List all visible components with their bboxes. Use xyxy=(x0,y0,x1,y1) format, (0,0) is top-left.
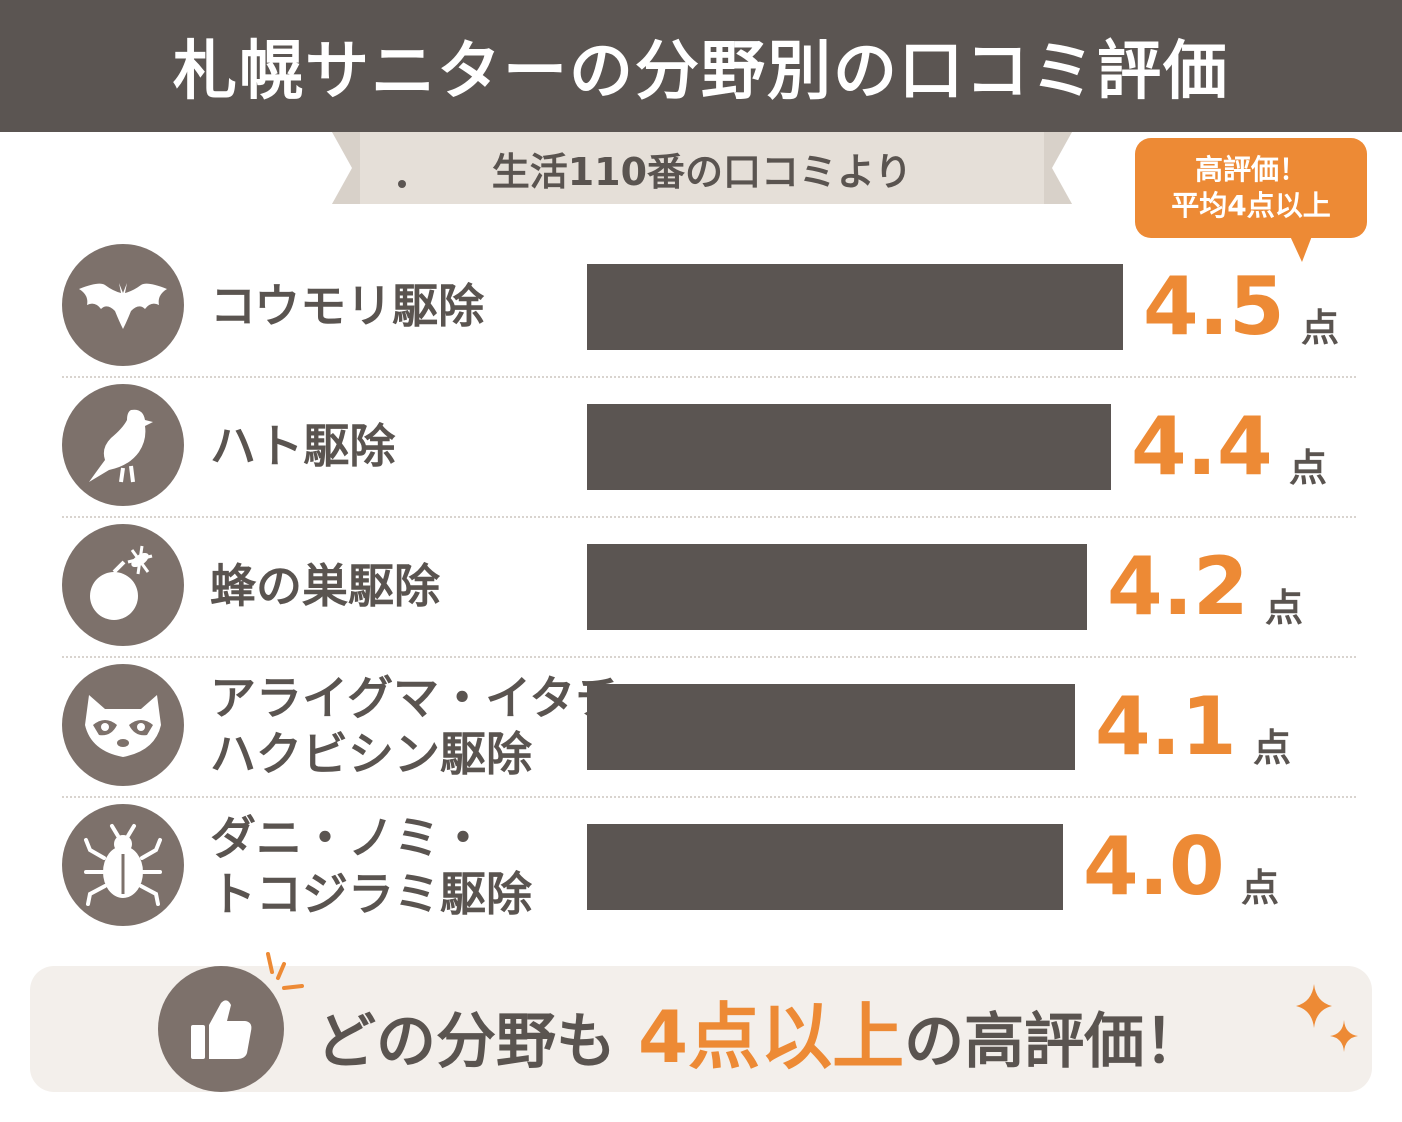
category-label-line: ハト駆除 xyxy=(210,419,396,473)
bar xyxy=(587,824,1063,910)
value-label: 4.4 xyxy=(1131,400,1273,493)
category-label: コウモリ駆除 xyxy=(210,278,484,334)
unit-label: 点 xyxy=(1301,306,1340,350)
value-label: 4.2 xyxy=(1107,540,1249,633)
bar xyxy=(587,264,1123,350)
pigeon-icon xyxy=(62,384,184,506)
category-label: ハト駆除 xyxy=(210,418,395,474)
chart-row: 蜂の巣駆除 4.2 点 xyxy=(0,516,1402,656)
sparkle-lines-icon xyxy=(266,952,304,990)
tick-icon xyxy=(62,804,184,926)
subtitle: 生活110番の口コミより xyxy=(491,149,913,194)
unit-label: 点 xyxy=(1289,446,1328,490)
page-title: 札幌サニターの分野別の口コミ評価 xyxy=(173,35,1229,109)
value-label: 4.0 xyxy=(1083,820,1225,913)
row-divider xyxy=(62,656,1356,658)
category-label-line: ハクビシン駆除 xyxy=(210,727,532,781)
chart-row: コウモリ駆除 4.5 点 xyxy=(0,236,1402,376)
row-divider xyxy=(62,796,1356,798)
bat-icon xyxy=(62,244,184,366)
bar xyxy=(587,684,1075,770)
category-label-line: トコジラミ駆除 xyxy=(210,867,532,921)
category-label: ダニ・ノミ・ トコジラミ駆除 xyxy=(210,810,532,922)
sparkle-icon xyxy=(1296,984,1358,1052)
category-label: 蜂の巣駆除 xyxy=(210,558,440,614)
summary-text: どの分野も 4点以上 の高評価！ xyxy=(316,978,1204,1088)
row-divider xyxy=(62,516,1356,518)
category-label-line: 蜂の巣駆除 xyxy=(210,559,440,613)
badge-line-1: 高評価！ xyxy=(1194,153,1307,186)
category-label-line: コウモリ駆除 xyxy=(210,279,485,333)
thumbs-up-badge xyxy=(158,966,284,1092)
unit-label: 点 xyxy=(1265,586,1304,630)
category-label-line: ダニ・ノミ・ xyxy=(210,811,486,865)
summary-highlight: 4点以上 xyxy=(638,995,905,1079)
raccoon-icon xyxy=(62,664,184,786)
row-divider xyxy=(62,376,1356,378)
chart-row: ハト駆除 4.4 点 xyxy=(0,376,1402,516)
summary-suffix: の高評価！ xyxy=(904,1007,1205,1077)
thumbs-up-icon xyxy=(191,1000,252,1059)
bar xyxy=(587,544,1087,630)
header-bar: 札幌サニターの分野別の口コミ評価 xyxy=(0,0,1402,132)
bar xyxy=(587,404,1111,490)
chart-row: ダニ・ノミ・ トコジラミ駆除 4.0 点 xyxy=(0,796,1402,936)
value-label: 4.5 xyxy=(1143,260,1285,353)
chart-row: アライグマ・イタチ・ ハクビシン駆除 4.1 点 xyxy=(0,656,1402,796)
unit-label: 点 xyxy=(1241,866,1280,910)
badge-tail xyxy=(1290,236,1312,262)
wasp-nest-icon xyxy=(62,524,184,646)
badge-line-2: 平均4点以上 xyxy=(1171,189,1331,222)
subtitle-ribbon: 生活110番の口コミより xyxy=(332,132,1072,204)
rating-badge: 高評価！ 平均4点以上 xyxy=(1135,138,1367,238)
summary-prefix: どの分野も xyxy=(316,1007,616,1077)
ribbon-shape xyxy=(332,132,1072,204)
unit-label: 点 xyxy=(1253,726,1292,770)
value-label: 4.1 xyxy=(1095,680,1237,773)
